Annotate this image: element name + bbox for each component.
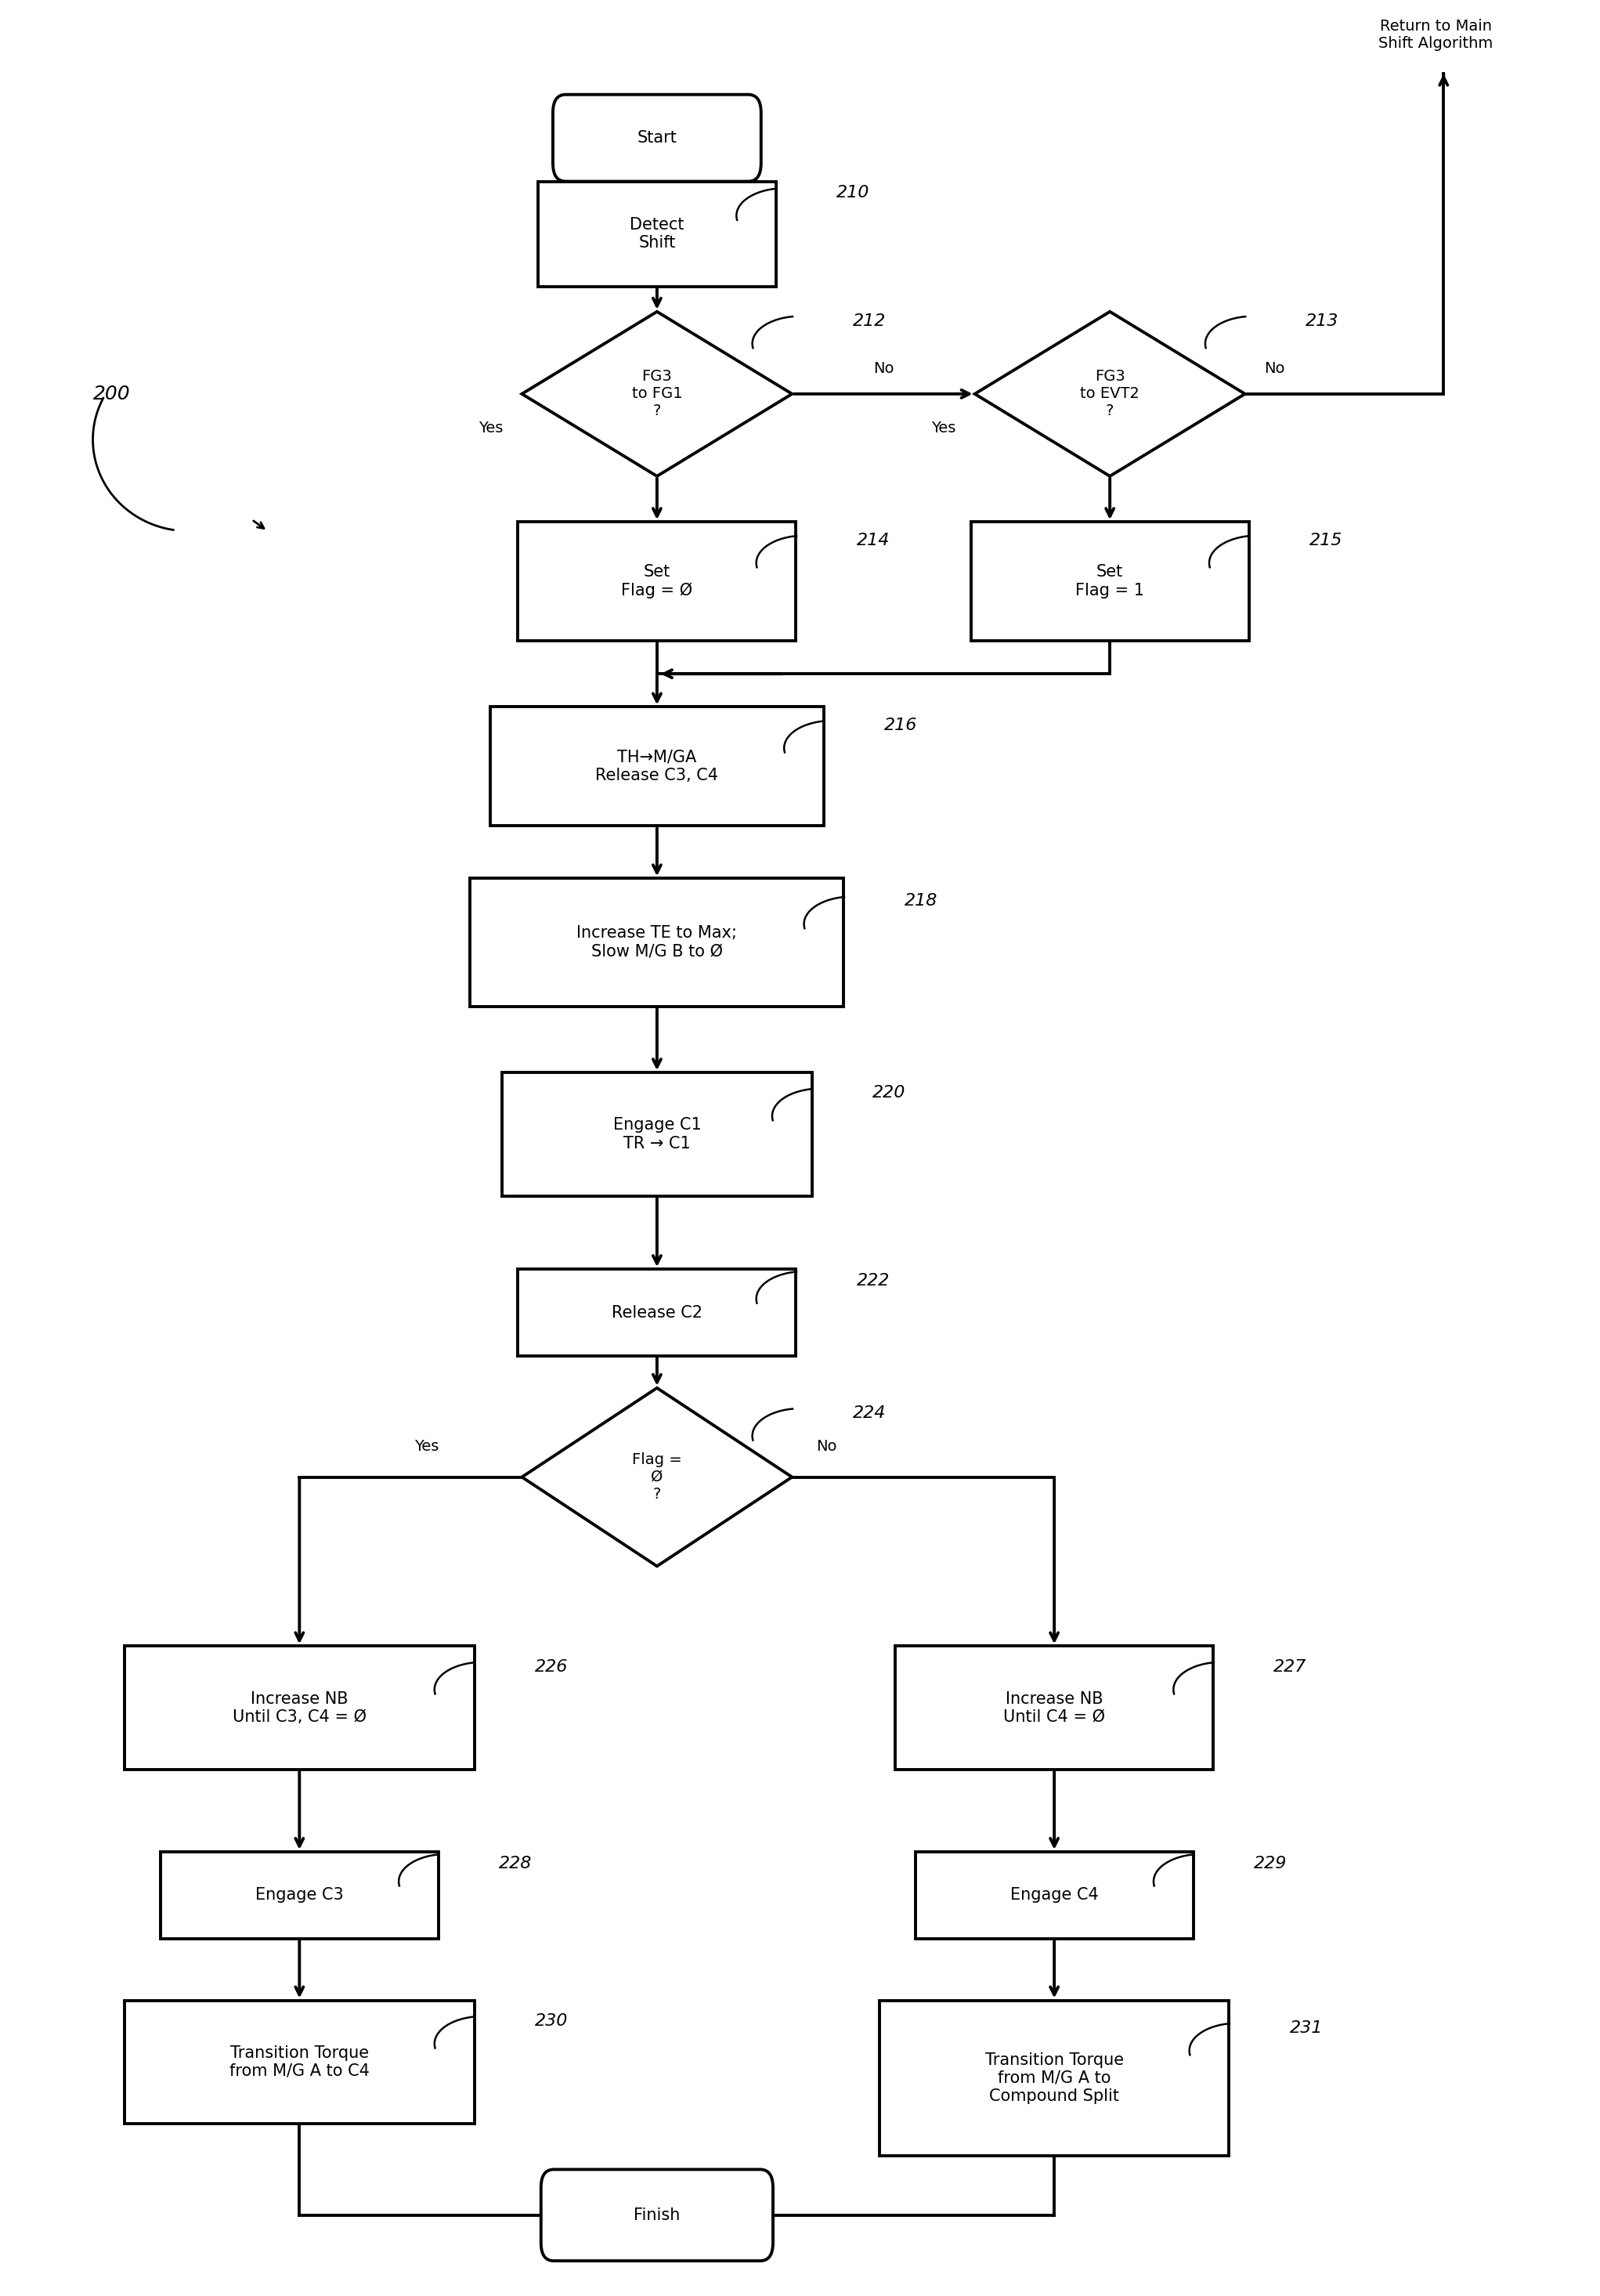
Text: FG3
to EVT2
?: FG3 to EVT2 ?: [1080, 370, 1139, 418]
Text: 224: 224: [853, 1405, 886, 1421]
Bar: [915, 1853, 1194, 1938]
Text: No: No: [816, 1440, 837, 1453]
Text: Engage C4: Engage C4: [1010, 1887, 1099, 1903]
Polygon shape: [522, 312, 792, 475]
Text: 231: 231: [1290, 2020, 1323, 2037]
Text: Increase TE to Max;
Slow M/G B to Ø: Increase TE to Max; Slow M/G B to Ø: [576, 925, 738, 960]
Bar: [160, 1853, 438, 1938]
Text: 200: 200: [93, 383, 130, 404]
Text: TH→M/GA
Release C3, C4: TH→M/GA Release C3, C4: [595, 748, 718, 783]
Text: Set
Flag = Ø: Set Flag = Ø: [621, 565, 693, 599]
Text: Increase NB
Until C3, C4 = Ø: Increase NB Until C3, C4 = Ø: [232, 1690, 366, 1724]
Text: Start: Start: [637, 131, 677, 147]
Text: 216: 216: [885, 716, 917, 732]
Text: Engage C1
TR → C1: Engage C1 TR → C1: [613, 1118, 701, 1150]
Text: 220: 220: [872, 1086, 906, 1102]
Bar: [971, 521, 1250, 641]
Text: 215: 215: [1309, 533, 1342, 549]
Text: Yes: Yes: [931, 420, 955, 436]
Text: Increase NB
Until C4 = Ø: Increase NB Until C4 = Ø: [1003, 1690, 1106, 1724]
Polygon shape: [522, 1389, 792, 1566]
Text: Release C2: Release C2: [611, 1304, 702, 1320]
Text: Transition Torque
from M/G A to C4: Transition Torque from M/G A to C4: [229, 2046, 370, 2078]
Text: Engage C3: Engage C3: [256, 1887, 344, 1903]
Bar: [125, 2000, 474, 2124]
Text: 214: 214: [856, 533, 890, 549]
Bar: [125, 1646, 474, 1770]
Text: 213: 213: [1306, 312, 1339, 328]
Text: 222: 222: [856, 1272, 890, 1288]
Polygon shape: [974, 312, 1245, 475]
Text: Flag =
Ø
?: Flag = Ø ?: [632, 1453, 682, 1502]
Bar: [518, 1270, 797, 1357]
Text: Detect
Shift: Detect Shift: [630, 218, 685, 250]
Text: Yes: Yes: [478, 420, 502, 436]
Text: 218: 218: [904, 893, 938, 909]
Text: 230: 230: [534, 2014, 568, 2030]
Text: Finish: Finish: [634, 2206, 680, 2223]
Text: 228: 228: [499, 1855, 533, 1871]
Text: No: No: [1264, 360, 1285, 377]
Bar: [538, 181, 776, 287]
Text: Set
Flag = 1: Set Flag = 1: [1075, 565, 1144, 599]
Text: 227: 227: [1274, 1660, 1307, 1674]
Text: 210: 210: [837, 186, 870, 200]
Text: 212: 212: [853, 312, 886, 328]
Text: No: No: [874, 360, 894, 377]
FancyBboxPatch shape: [541, 2170, 773, 2262]
Bar: [880, 2000, 1229, 2156]
Bar: [470, 879, 843, 1006]
Text: Return to Main
Shift Algorithm: Return to Main Shift Algorithm: [1378, 18, 1493, 51]
Text: 226: 226: [534, 1660, 568, 1674]
Text: Yes: Yes: [414, 1440, 438, 1453]
Text: FG3
to FG1
?: FG3 to FG1 ?: [632, 370, 682, 418]
FancyBboxPatch shape: [554, 94, 762, 181]
Bar: [518, 521, 797, 641]
Bar: [490, 707, 824, 827]
Text: Transition Torque
from M/G A to
Compound Split: Transition Torque from M/G A to Compound…: [986, 2053, 1123, 2103]
Bar: [502, 1072, 811, 1196]
Bar: [896, 1646, 1213, 1770]
Text: 229: 229: [1254, 1855, 1286, 1871]
